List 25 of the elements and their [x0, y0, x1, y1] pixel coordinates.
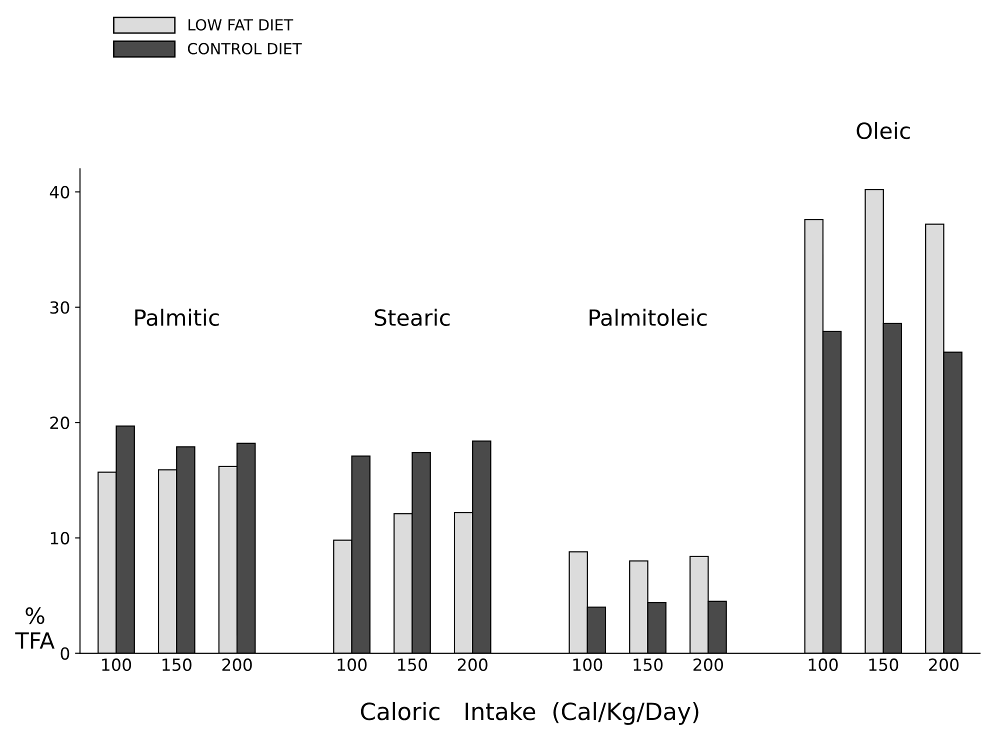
x-tick-label: 150: [398, 658, 428, 672]
x-tick-label: 100: [338, 658, 367, 672]
annotation: Stearic: [374, 308, 450, 326]
legend-label: LOW FAT DIET: [188, 19, 294, 31]
x-tick-label: 150: [162, 658, 192, 672]
x-tick-label: 150: [869, 658, 898, 672]
x-tick-label: 200: [222, 658, 252, 672]
y-axis-title: % TFA: [15, 607, 55, 649]
annotation: Palmitic: [135, 308, 219, 326]
x-tick-label: 150: [634, 658, 663, 672]
y-tick-label: 0: [60, 647, 70, 660]
text: Oleic: [856, 122, 910, 140]
y-tick-label: 20: [50, 416, 70, 430]
x-tick-label: 100: [102, 658, 132, 672]
x-tick-label: 200: [694, 658, 723, 672]
x-axis-title: Caloric Intake (Cal/Kg/Day): [360, 702, 698, 725]
x-tick-label: 100: [808, 658, 838, 672]
x-tick-label: 200: [929, 658, 959, 672]
y-tick-label: 40: [50, 186, 70, 198]
x-tick-label: 100: [573, 658, 602, 672]
annotation: Palmitoleic: [590, 308, 707, 326]
y-tick-label: 10: [50, 532, 70, 544]
x-tick-label: 200: [458, 658, 488, 672]
y-tick-label: 30: [50, 301, 70, 314]
legend-label: CONTROL DIET: [188, 42, 302, 54]
